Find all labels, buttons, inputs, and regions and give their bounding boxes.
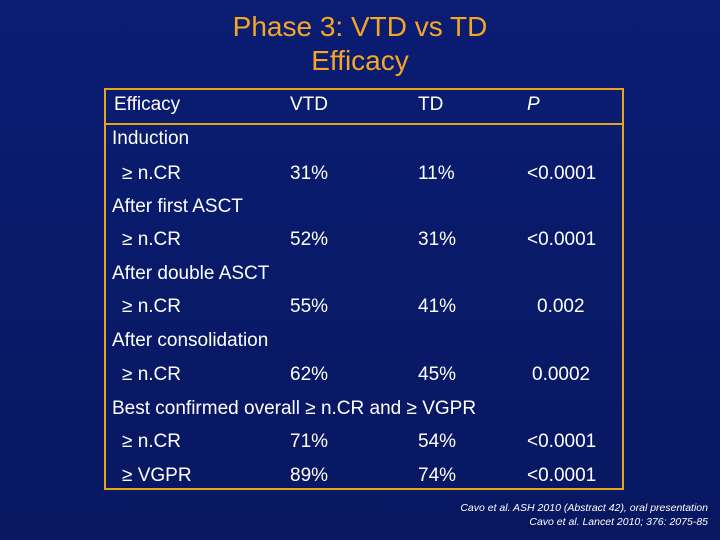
row-label: ≥ VGPR xyxy=(122,465,192,486)
row-label: ≥ n.CR xyxy=(122,163,181,184)
title-line-2: Efficacy xyxy=(311,45,409,76)
row-vtd-value: 89% xyxy=(290,465,329,486)
row-vtd-value: 71% xyxy=(290,431,329,452)
section-after-first-asct: After first ASCT xyxy=(112,196,243,217)
row-vtd-value: 55% xyxy=(290,296,329,317)
header-vtd: VTD xyxy=(290,94,328,115)
row-td-value: 31% xyxy=(418,229,457,250)
row-label: ≥ n.CR xyxy=(122,229,181,250)
row-label: ≥ n.CR xyxy=(122,364,181,385)
row-p-value: <0.0001 xyxy=(527,465,597,486)
row-td-value: 54% xyxy=(418,431,457,452)
row-vtd-value: 52% xyxy=(290,229,329,250)
section-after-consolidation: After consolidation xyxy=(112,330,269,351)
citation: Cavo et al. ASH 2010 (Abstract 42), oral… xyxy=(460,501,708,529)
row-label: ≥ n.CR xyxy=(122,431,181,452)
row-label: ≥ n.CR xyxy=(122,296,181,317)
header-divider xyxy=(104,123,624,125)
row-td-value: 41% xyxy=(418,296,457,317)
row-vtd-value: 62% xyxy=(290,364,329,385)
row-td-value: 74% xyxy=(418,465,457,486)
citation-line-2: Cavo et al. Lancet 2010; 376: 2075-85 xyxy=(529,516,708,528)
row-p-value: 0.0002 xyxy=(532,364,591,385)
row-p-value: <0.0001 xyxy=(527,163,597,184)
header-p: P xyxy=(527,94,540,115)
slide-title: Phase 3: VTD vs TD Efficacy xyxy=(0,10,720,78)
header-td: TD xyxy=(418,94,444,115)
title-line-1: Phase 3: VTD vs TD xyxy=(232,11,488,42)
row-td-value: 45% xyxy=(418,364,457,385)
header-efficacy: Efficacy xyxy=(114,94,181,115)
citation-line-1: Cavo et al. ASH 2010 (Abstract 42), oral… xyxy=(460,502,708,514)
efficacy-table-border xyxy=(104,88,624,490)
section-after-double-asct: After double ASCT xyxy=(112,263,270,284)
section-induction: Induction xyxy=(112,128,190,149)
row-p-value: <0.0001 xyxy=(527,229,597,250)
row-vtd-value: 31% xyxy=(290,163,329,184)
section-best-confirmed: Best confirmed overall ≥ n.CR and ≥ VGPR xyxy=(112,398,477,419)
row-p-value: 0.002 xyxy=(537,296,585,317)
row-p-value: <0.0001 xyxy=(527,431,597,452)
row-td-value: 11% xyxy=(418,163,455,184)
